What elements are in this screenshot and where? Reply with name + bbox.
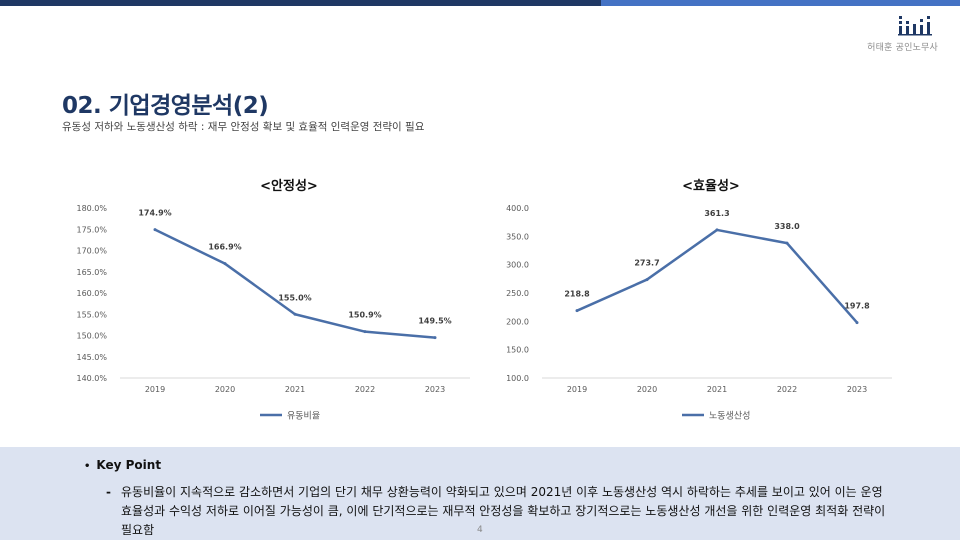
y-tick-label: 160.0% [76,289,107,298]
data-label: 197.8 [844,302,870,311]
y-tick-label: 150.0 [506,346,529,355]
y-tick-label: 200.0 [506,317,529,326]
page-number: 4 [477,525,483,535]
chart-title-efficiency: <효율성> [682,179,740,194]
data-label: 149.5% [418,317,451,326]
y-tick-label: 180.0% [76,204,107,213]
y-tick-label: 170.0% [76,247,107,256]
x-tick-label: 2022 [777,385,797,394]
x-tick-label: 2022 [355,385,375,394]
x-tick-label: 2019 [145,385,165,394]
y-tick-label: 250.0 [506,289,529,298]
y-tick-label: 350.0 [506,232,529,241]
y-tick-label: 165.0% [76,268,107,277]
x-tick-label: 2021 [285,385,305,394]
top-accent-bar-light [601,0,960,6]
y-tick-label: 140.0% [76,374,107,383]
legend-label: 노동생산성 [709,411,750,422]
data-label: 166.9% [208,243,241,252]
y-tick-label: 155.0% [76,310,107,319]
bullet-icon: • [84,461,91,472]
data-label: 174.9% [138,209,171,218]
data-point [785,241,789,245]
y-tick-label: 175.0% [76,225,107,234]
data-point [363,330,367,334]
legend-label: 유동비율 [287,411,320,422]
data-point [575,309,579,313]
series-line [576,228,858,324]
data-point [293,312,297,316]
data-label: 361.3 [704,209,729,218]
key-point-heading: • Key Point [84,458,161,472]
key-point-panel [0,447,960,540]
data-point [223,262,227,266]
y-tick-label: 300.0 [506,261,529,270]
data-label: 155.0% [278,293,311,302]
key-point-heading-text: Key Point [96,458,162,472]
efficiency-line-chart: 100.0 150.0 200.0 250.0 300.0 350.0 400.0 2019 2… [506,204,892,422]
data-point [855,321,859,325]
y-tick-label: 150.0% [76,332,107,341]
chart-title-stability: <안정성> [260,179,318,194]
company-logo: 허태훈 공인노무사 [848,16,938,53]
x-tick-label: 2023 [425,385,445,394]
data-point [715,228,719,232]
data-label: 273.7 [634,259,659,268]
page-title: 02. 기업경영분석(2) [62,93,269,119]
data-point [645,278,649,282]
data-label: 338.0 [774,222,800,231]
x-tick-label: 2020 [215,385,235,394]
y-tick-label: 100.0 [506,374,529,383]
data-point [153,228,157,232]
data-label: 218.8 [564,290,590,299]
dash-bullet: - [106,485,111,499]
data-point [433,336,437,340]
data-label: 150.9% [348,311,381,320]
series-line [154,228,436,339]
y-tick-label: 400.0 [506,204,529,213]
stability-line-chart: 140.0% 145.0% 150.0% 155.0% 160.0% 165.0% 170.… [76,204,470,422]
y-tick-label: 145.0% [76,353,107,362]
x-tick-label: 2021 [707,385,727,394]
logo-mark-icon [898,16,932,36]
x-tick-label: 2019 [567,385,587,394]
top-accent-bar-dark [0,0,601,6]
x-tick-label: 2023 [847,385,867,394]
logo-text: 허태훈 공인노무사 [867,43,938,53]
key-point-body: 유동비율이 지속적으로 감소하면서 기업의 단기 채무 상환능력이 약화되고 있… [121,485,886,537]
page-subtitle: 유동성 저하와 노동생산성 하락 : 재무 안정성 확보 및 효율적 인력운영 … [62,121,425,133]
x-tick-label: 2020 [637,385,657,394]
